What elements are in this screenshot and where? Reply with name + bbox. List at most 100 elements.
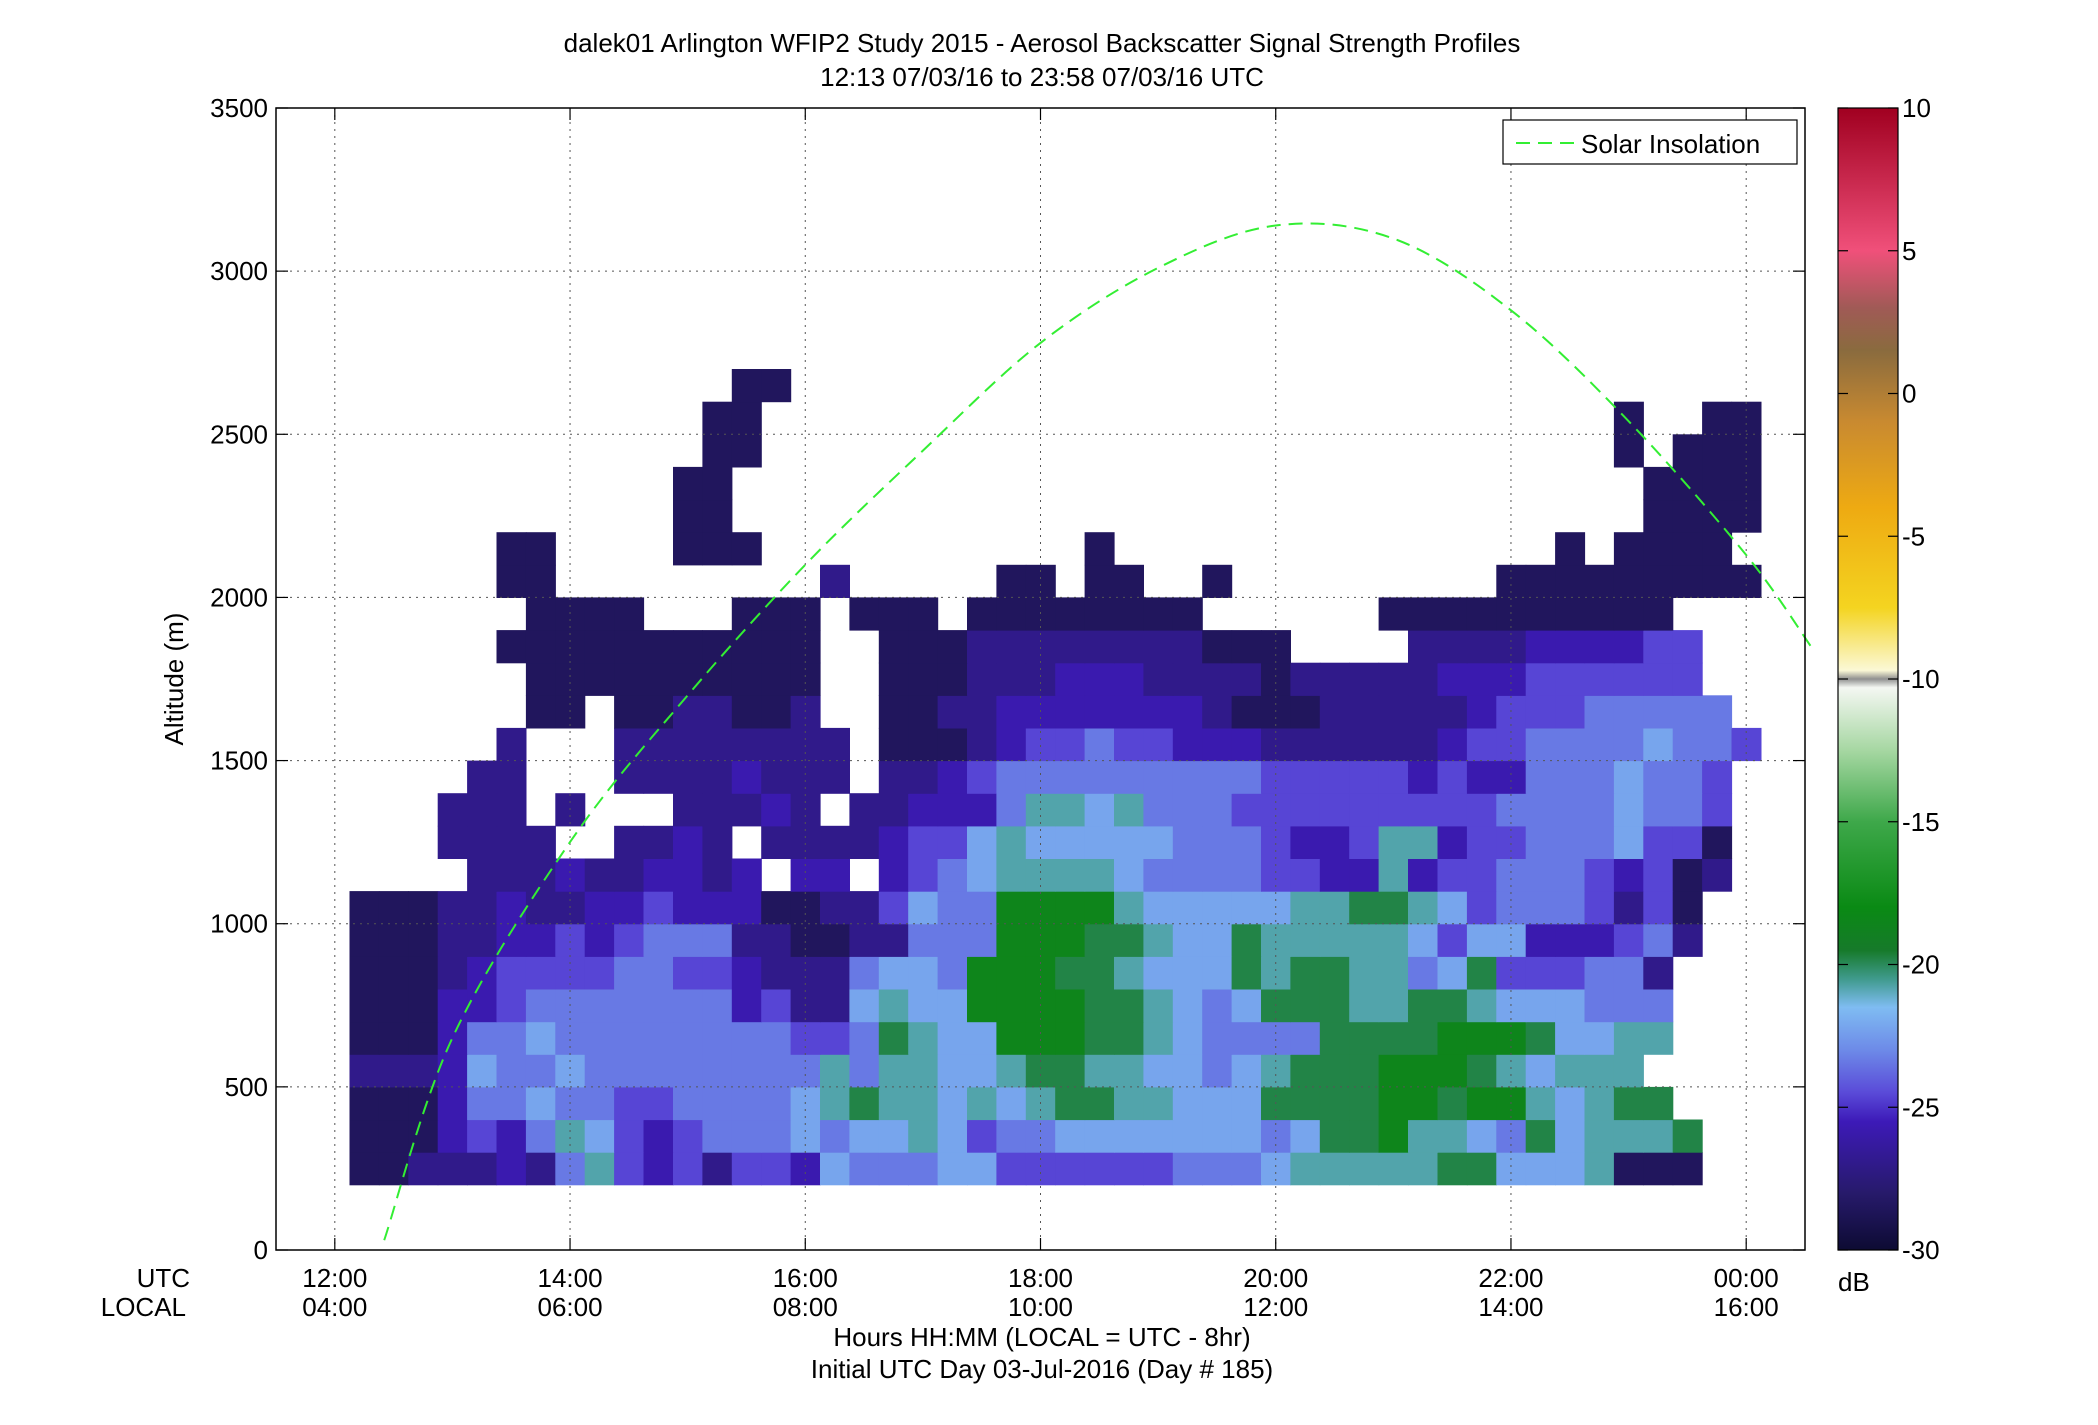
heatmap-cell [496, 793, 527, 827]
heatmap-cell [1261, 727, 1291, 762]
heatmap-cell [761, 597, 792, 631]
heatmap-cell [1172, 760, 1203, 794]
heatmap-cell [643, 858, 674, 892]
heatmap-cell [1084, 1021, 1115, 1055]
heatmap-cell [1555, 858, 1586, 892]
heatmap-cell [1172, 793, 1203, 827]
heatmap-cell [1643, 1119, 1674, 1153]
heatmap-cell [820, 760, 850, 794]
heatmap-cell [1114, 564, 1144, 598]
heatmap-cell [790, 825, 821, 859]
heatmap-cell [731, 695, 762, 729]
heatmap-cell [761, 956, 792, 990]
heatmap-cell [1437, 1119, 1468, 1153]
heatmap-cell [1143, 1119, 1174, 1153]
heatmap-cell [1202, 695, 1233, 729]
heatmap-cell [967, 989, 997, 1023]
heatmap-cell [1555, 564, 1586, 598]
heatmap-cell [614, 662, 645, 696]
heatmap-cell [908, 1152, 939, 1186]
heatmap-cell [761, 923, 792, 957]
heatmap-cell [1025, 1021, 1056, 1055]
heatmap-cell [1378, 1054, 1409, 1088]
heatmap-cell [996, 564, 1027, 598]
heatmap-cell [820, 923, 850, 957]
heatmap-cell [1702, 793, 1733, 827]
heatmap-cell [1466, 989, 1497, 1023]
heatmap-cell [702, 401, 733, 435]
heatmap-cell [1555, 923, 1586, 957]
colorbar-tick-label: 5 [1902, 236, 1916, 266]
heatmap-cell [1025, 727, 1056, 762]
heatmap-cell [1437, 1021, 1468, 1055]
heatmap-cell [996, 1119, 1027, 1153]
heatmap-cell [1231, 923, 1262, 957]
heatmap-cell [1143, 630, 1174, 664]
heatmap-cell [1378, 793, 1409, 827]
heatmap-cell [643, 956, 674, 990]
heatmap-cell [1466, 1086, 1497, 1121]
heatmap-cell [1349, 760, 1380, 794]
heatmap-cell [643, 695, 674, 729]
heatmap-cell [908, 956, 939, 990]
heatmap-cell [555, 630, 586, 664]
heatmap-cell [1584, 760, 1615, 794]
heatmap-cell [467, 923, 498, 957]
x-tick-label-utc: 12:00 [302, 1263, 367, 1293]
heatmap-cell [761, 989, 792, 1023]
heatmap-cell [1466, 597, 1497, 631]
heatmap-cell [643, 923, 674, 957]
heatmap-cell [1231, 858, 1262, 892]
heatmap-cell [1466, 858, 1497, 892]
heatmap-cell [555, 923, 586, 957]
heatmap-cell [378, 923, 409, 957]
heatmap-cell [1202, 760, 1233, 794]
heatmap-cell [1290, 891, 1321, 925]
heatmap-cell [1055, 727, 1086, 762]
heatmap-cell [1349, 662, 1380, 696]
heatmap-cell [584, 1086, 615, 1121]
heatmap-cell [614, 956, 645, 990]
heatmap-cell [1231, 1054, 1262, 1088]
heatmap-cell [1613, 532, 1644, 566]
heatmap-cell [1672, 727, 1703, 762]
heatmap-cell [1555, 956, 1586, 990]
heatmap-cell [643, 891, 674, 925]
heatmap-cell [614, 727, 645, 762]
heatmap-cell [408, 1152, 439, 1186]
heatmap-cell [584, 858, 615, 892]
heatmap-cell [849, 1086, 880, 1121]
heatmap-cell [1672, 760, 1703, 794]
heatmap-cell [378, 956, 409, 990]
heatmap-cell [878, 662, 909, 696]
legend-label: Solar Insolation [1581, 129, 1760, 159]
heatmap-cell [1231, 956, 1262, 990]
heatmap-cell [702, 1054, 733, 1088]
heatmap-cell [673, 760, 703, 794]
heatmap-cell [1555, 727, 1586, 762]
heatmap-cell [1672, 564, 1703, 598]
heatmap-cell [1202, 793, 1233, 827]
heatmap-cell [1466, 760, 1497, 794]
heatmap-cell [1496, 825, 1527, 859]
heatmap-cell [908, 1086, 939, 1121]
heatmap-cell [820, 1054, 850, 1088]
heatmap-cell [1525, 989, 1556, 1023]
heatmap-cell [1408, 923, 1438, 957]
heatmap-cell [1349, 727, 1380, 762]
heatmap-cell [1114, 695, 1144, 729]
heatmap-cell [1172, 825, 1203, 859]
heatmap-cell [761, 1152, 792, 1186]
heatmap-cell [761, 727, 792, 762]
x-tick-label-local: 12:00 [1243, 1292, 1308, 1322]
heatmap-cell [496, 760, 527, 794]
heatmap-cell [437, 956, 468, 990]
heatmap-cell [1143, 727, 1174, 762]
heatmap-cell [1261, 630, 1291, 664]
heatmap-cell [1702, 499, 1733, 533]
colorbar-unit: dB [1838, 1267, 1870, 1297]
heatmap-cell [1408, 695, 1438, 729]
x-ticks: 12:0004:0014:0006:0016:0008:0018:0010:00… [302, 108, 1779, 1322]
heatmap-cell [1584, 891, 1615, 925]
heatmap-cell [878, 727, 909, 762]
